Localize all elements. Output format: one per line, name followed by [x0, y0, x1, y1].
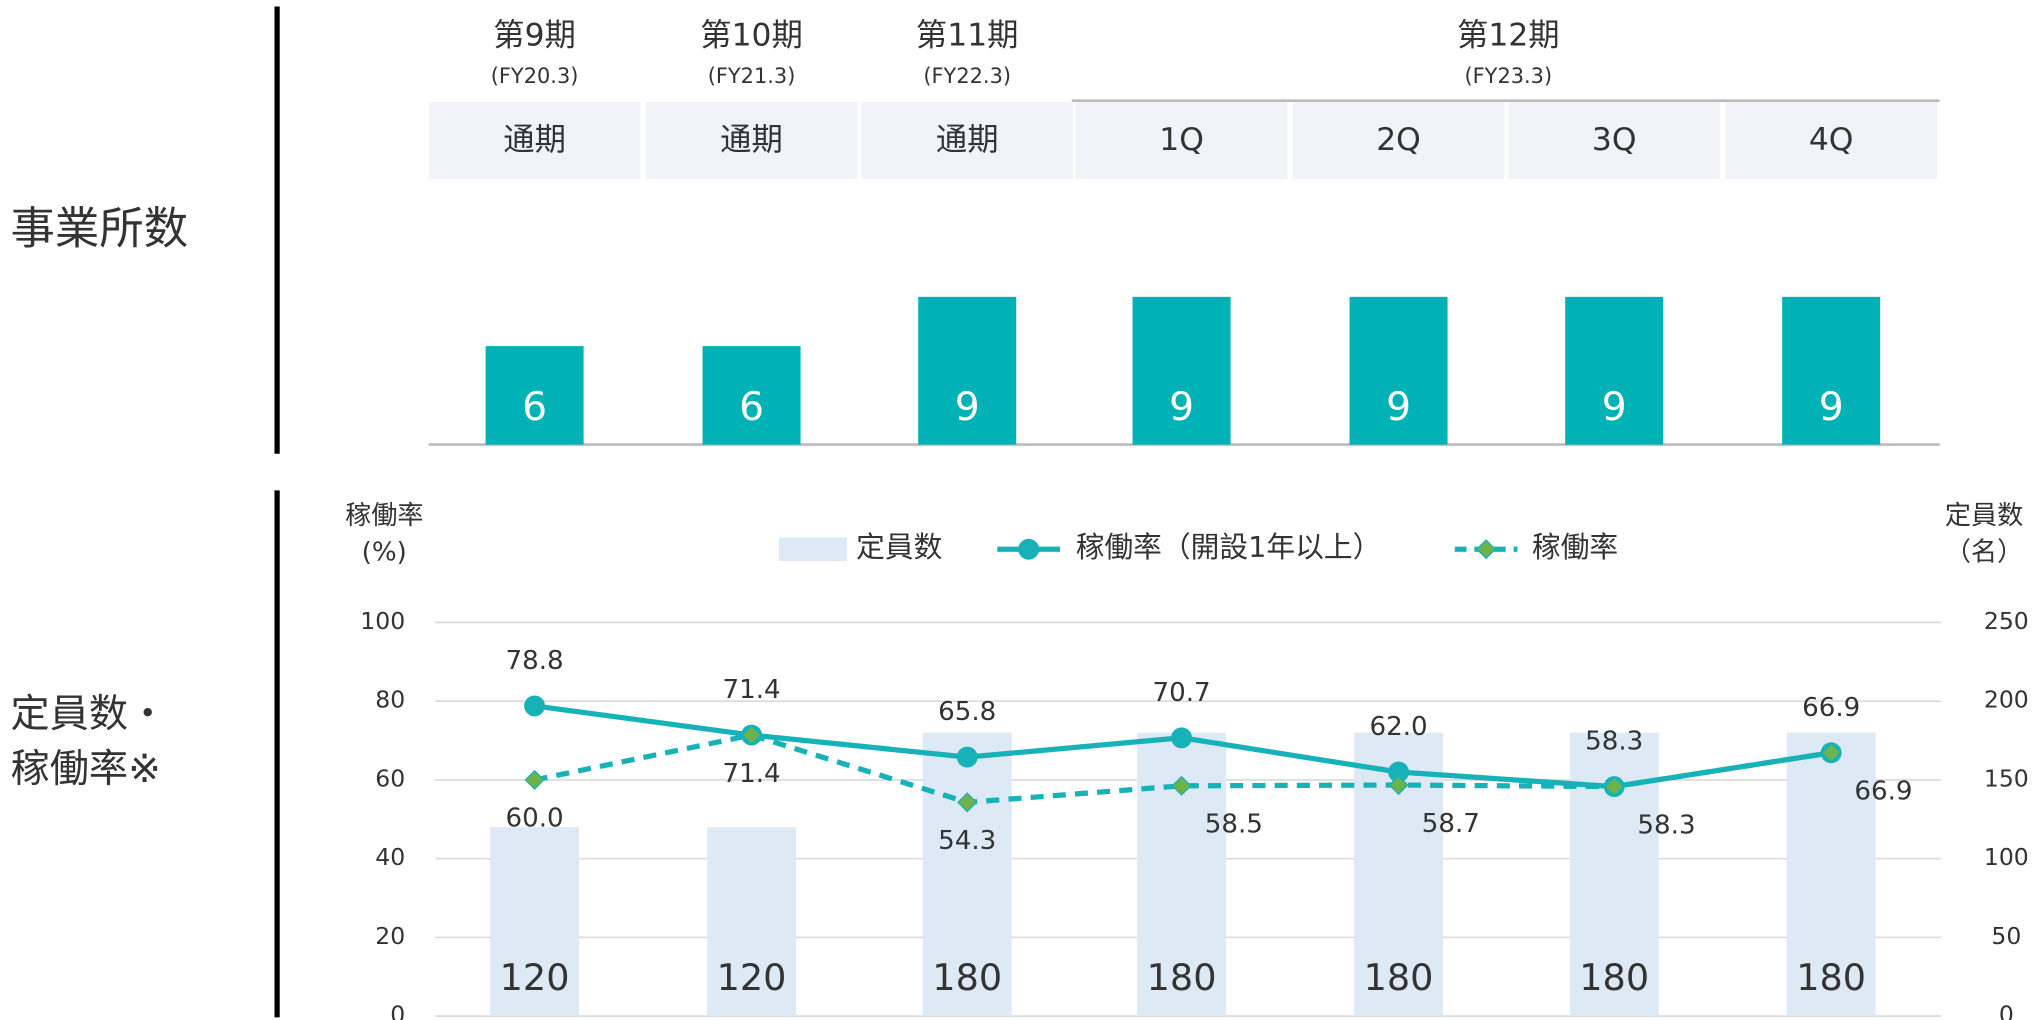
- legend-swatch: [779, 537, 847, 561]
- period-fy: (FY20.3): [491, 64, 579, 88]
- marker: [741, 724, 762, 746]
- marker: [956, 746, 978, 768]
- marker: [1171, 727, 1193, 749]
- bar-label: 6: [739, 385, 764, 430]
- bar-label: 180: [1147, 956, 1217, 999]
- bar-label: 6: [522, 385, 547, 430]
- y-tick-label: 0: [390, 1001, 405, 1020]
- data-label: 65.8: [938, 697, 996, 727]
- bar-label: 120: [500, 956, 570, 999]
- marker: [1604, 776, 1625, 797]
- y2-tick-label: 200: [1984, 686, 2029, 714]
- row-label: 定員数・: [10, 692, 167, 737]
- header-label: 通期: [503, 122, 566, 158]
- marker: [524, 769, 545, 790]
- capacity-bar: [1786, 732, 1876, 1017]
- capacity-bar: [922, 732, 1012, 1017]
- marker: [1821, 742, 1842, 763]
- y-tick-label: 20: [375, 922, 405, 950]
- data-label: 58.7: [1422, 809, 1480, 839]
- capacity-bar: [707, 827, 796, 1017]
- y2-tick-label: 150: [1984, 764, 2029, 792]
- header-cell: [1075, 102, 1288, 180]
- period-fy: (FY23.3): [1465, 64, 1553, 88]
- marker: [524, 695, 546, 717]
- header-cell: [1292, 102, 1505, 180]
- marker: [957, 792, 978, 813]
- header-label: 2Q: [1376, 122, 1421, 158]
- header-cell: [645, 102, 858, 180]
- row-label: 事業所数: [10, 203, 188, 254]
- data-label: 60.0: [506, 804, 564, 834]
- bar-label: 180: [1796, 956, 1866, 999]
- legend-label: 稼働率: [1532, 530, 1618, 564]
- capacity-bar: [490, 827, 580, 1017]
- data-label: 66.9: [1802, 693, 1860, 723]
- data-label: 54.3: [938, 826, 996, 856]
- period-label: 第12期: [1457, 18, 1560, 54]
- bar-label: 180: [1579, 956, 1649, 999]
- bar: [1132, 296, 1231, 445]
- header-cell: [428, 102, 641, 180]
- bar-label: 180: [932, 956, 1002, 999]
- header-label: 4Q: [1809, 122, 1854, 158]
- bar-label: 9: [1819, 385, 1844, 430]
- y2-tick-label: 0: [1999, 1001, 2014, 1020]
- header-label: 3Q: [1592, 122, 1637, 158]
- y2-axis-title: 定員数: [1945, 501, 2023, 531]
- data-label: 58.3: [1585, 727, 1643, 757]
- bar-label: 9: [955, 385, 980, 430]
- bar: [1349, 296, 1448, 445]
- period-fy: (FY21.3): [708, 64, 796, 88]
- row-label: 稼働率※: [10, 747, 160, 792]
- bar-label: 9: [1169, 385, 1194, 430]
- y-tick-label: 60: [375, 764, 405, 792]
- bar: [702, 346, 801, 445]
- legend-marker: [1018, 538, 1040, 560]
- marker: [1388, 761, 1410, 783]
- bar: [1565, 296, 1664, 445]
- header-label: 1Q: [1159, 122, 1204, 158]
- legend-label: 稼働率（開設1年以上）: [1076, 530, 1382, 564]
- y-tick-label: 80: [375, 686, 405, 714]
- legend-marker: [1476, 539, 1497, 560]
- data-label: 58.3: [1637, 810, 1695, 840]
- bar: [1782, 296, 1881, 445]
- data-label: 66.9: [1854, 776, 1912, 806]
- y-axis-title: (%): [362, 538, 407, 568]
- y2-tick-label: 50: [1991, 922, 2021, 950]
- data-label: 58.5: [1205, 810, 1263, 840]
- header-cell: [1508, 102, 1721, 180]
- legend-label: 定員数: [856, 530, 942, 564]
- header-label: 通期: [720, 122, 783, 158]
- header-cell: [1725, 102, 1938, 180]
- period-label: 第9期: [493, 18, 576, 54]
- data-label: 71.4: [722, 675, 780, 705]
- data-label: 78.8: [506, 646, 564, 676]
- data-label: 71.4: [722, 759, 780, 789]
- bar-label: 120: [717, 956, 787, 999]
- data-label: 70.7: [1152, 678, 1210, 708]
- marker: [1388, 774, 1409, 796]
- bar-label: 180: [1364, 956, 1434, 999]
- y-tick-label: 40: [375, 843, 405, 871]
- y2-axis-title: （名）: [1945, 538, 2023, 568]
- bar-label: 9: [1602, 385, 1627, 430]
- header-label: 通期: [936, 122, 999, 158]
- y-axis-title: 稼働率: [345, 501, 423, 531]
- data-label: 62.0: [1369, 712, 1427, 742]
- y2-tick-label: 250: [1984, 607, 2029, 635]
- header-cell: [861, 102, 1074, 180]
- y2-tick-label: 100: [1984, 843, 2029, 871]
- y-tick-label: 100: [360, 607, 405, 635]
- marker: [1171, 775, 1192, 796]
- period-fy: (FY22.3): [923, 64, 1011, 88]
- period-label: 第10期: [700, 18, 803, 54]
- bar: [918, 296, 1017, 445]
- bar-label: 9: [1386, 385, 1411, 430]
- period-label: 第11期: [916, 18, 1019, 54]
- bar: [485, 346, 584, 445]
